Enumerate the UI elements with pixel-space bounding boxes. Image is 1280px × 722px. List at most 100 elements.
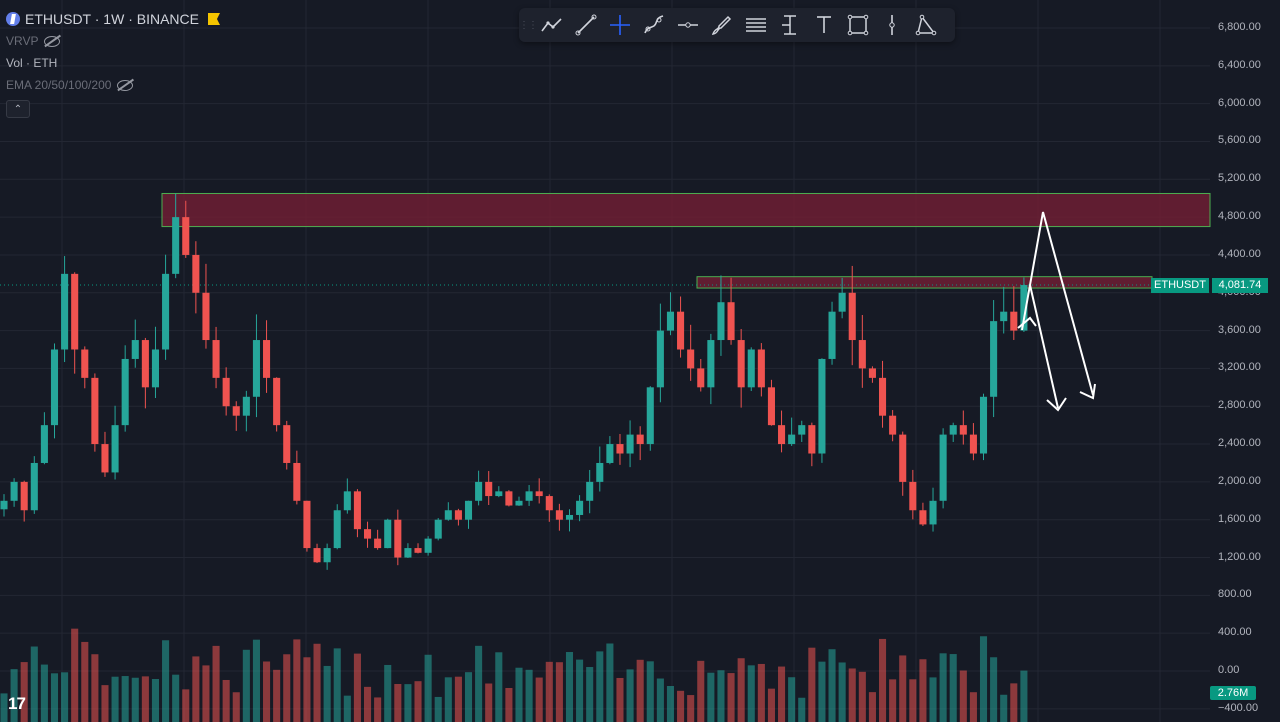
- flag-icon[interactable]: [207, 13, 220, 25]
- arrow-head: [1046, 397, 1067, 412]
- curve-tool[interactable]: [637, 10, 671, 40]
- ema-indicator[interactable]: EMA 20/50/100/200: [6, 78, 112, 92]
- fib-retracement-tool[interactable]: [739, 10, 773, 40]
- candle-body: [384, 519, 392, 549]
- volume-bar: [131, 677, 139, 722]
- vrvp-indicator[interactable]: VRVP: [6, 34, 39, 48]
- symbol-title[interactable]: ETHUSDT · 1W · BINANCE: [25, 11, 199, 27]
- arrow-head: [1079, 383, 1096, 400]
- candle-body: [565, 514, 574, 520]
- collapse-legend-button[interactable]: ⌃: [6, 100, 30, 118]
- volume-bar: [1000, 694, 1008, 722]
- candle-body: [555, 510, 563, 520]
- volume-bar: [586, 667, 594, 722]
- price-range-tool[interactable]: [773, 10, 807, 40]
- drag-handle-icon[interactable]: ⋮⋮: [519, 19, 538, 31]
- drawing-toolbar: ⋮⋮: [519, 8, 955, 42]
- volume-bar: [990, 657, 998, 722]
- projection-path: [1021, 211, 1094, 396]
- vertical-line-icon: [889, 15, 895, 35]
- volume-bar: [1010, 683, 1018, 722]
- candle-body: [363, 529, 372, 539]
- candle-body: [626, 434, 634, 454]
- volume-bar: [737, 658, 745, 722]
- volume-bar: [30, 646, 38, 722]
- volume-bar: [404, 684, 412, 722]
- text-tool[interactable]: [807, 10, 841, 40]
- candle-body: [515, 500, 523, 506]
- projection-path: [1029, 284, 1059, 409]
- vertical-line-tool[interactable]: [875, 10, 909, 40]
- volume-bar: [788, 677, 796, 722]
- brush-tool[interactable]: [705, 10, 739, 40]
- candle-body: [606, 444, 614, 463]
- candle-body: [939, 434, 947, 501]
- candle-body: [313, 548, 321, 563]
- candle-body: [727, 302, 735, 341]
- tradingview-logo[interactable]: 17: [8, 694, 26, 713]
- volume-bar: [434, 696, 442, 722]
- candle-body: [808, 425, 816, 454]
- volume-bar: [91, 654, 99, 722]
- candle-body: [929, 500, 937, 525]
- candle-body: [283, 425, 291, 463]
- horizontal-ray-tool[interactable]: [671, 10, 705, 40]
- candle-body: [717, 302, 725, 341]
- ethereum-icon: [6, 12, 20, 26]
- candle-body: [101, 444, 109, 473]
- candle-body: [353, 491, 361, 530]
- hidden-eye-icon[interactable]: [44, 35, 61, 47]
- text-icon: [817, 16, 831, 33]
- candle-body: [586, 481, 594, 501]
- price-axis-label: 6,000.00: [1218, 96, 1261, 109]
- candle-body: [212, 340, 220, 378]
- candle-body: [1010, 311, 1018, 331]
- volume-bar: [343, 695, 351, 722]
- volume-indicator[interactable]: Vol · ETH: [6, 56, 58, 70]
- candle-body: [646, 387, 654, 445]
- candle-body: [131, 340, 139, 359]
- candle-body: [0, 500, 8, 510]
- trend-line-tool[interactable]: [535, 10, 569, 40]
- hidden-eye-icon[interactable]: [117, 79, 134, 91]
- candle-body: [414, 548, 422, 553]
- candle-body: [343, 491, 351, 511]
- volume-bar: [899, 655, 907, 722]
- candle-body: [677, 311, 685, 350]
- candle-body: [858, 340, 866, 369]
- candle-body: [162, 273, 170, 350]
- volume-bar: [485, 683, 493, 722]
- volume-bar: [111, 676, 119, 722]
- candle-body: [151, 349, 160, 388]
- triangle-tool[interactable]: [909, 10, 943, 40]
- volume-bar: [202, 665, 210, 722]
- volume-bar: [374, 697, 382, 722]
- volume-bar: [81, 641, 89, 722]
- volume-bar: [979, 636, 988, 722]
- candle-body: [374, 538, 382, 549]
- volume-bar: [525, 669, 533, 722]
- candle-body: [979, 396, 988, 454]
- candle-body: [172, 217, 180, 274]
- candle-body: [697, 368, 705, 388]
- price-axis-label: 800.00: [1218, 588, 1252, 601]
- candle-body: [737, 340, 745, 388]
- crosshair-tool[interactable]: [603, 10, 637, 40]
- volume-bar: [687, 695, 695, 722]
- volume-bar: [727, 673, 735, 722]
- candle-body: [50, 349, 59, 426]
- price-axis-label: 2,000.00: [1218, 474, 1261, 487]
- chevron-up-icon: ⌃: [13, 103, 23, 115]
- candle-body: [868, 368, 876, 378]
- candle-body: [10, 481, 18, 501]
- candle-body: [485, 481, 493, 497]
- volume-bar: [646, 661, 654, 722]
- volume-bar: [333, 648, 341, 722]
- rectangle-tool[interactable]: [841, 10, 875, 40]
- line-tool[interactable]: [569, 10, 603, 40]
- volume-bar: [40, 664, 48, 722]
- volume-bar: [545, 661, 553, 722]
- candle-body: [464, 500, 473, 520]
- price-axis-label: 400.00: [1218, 626, 1252, 639]
